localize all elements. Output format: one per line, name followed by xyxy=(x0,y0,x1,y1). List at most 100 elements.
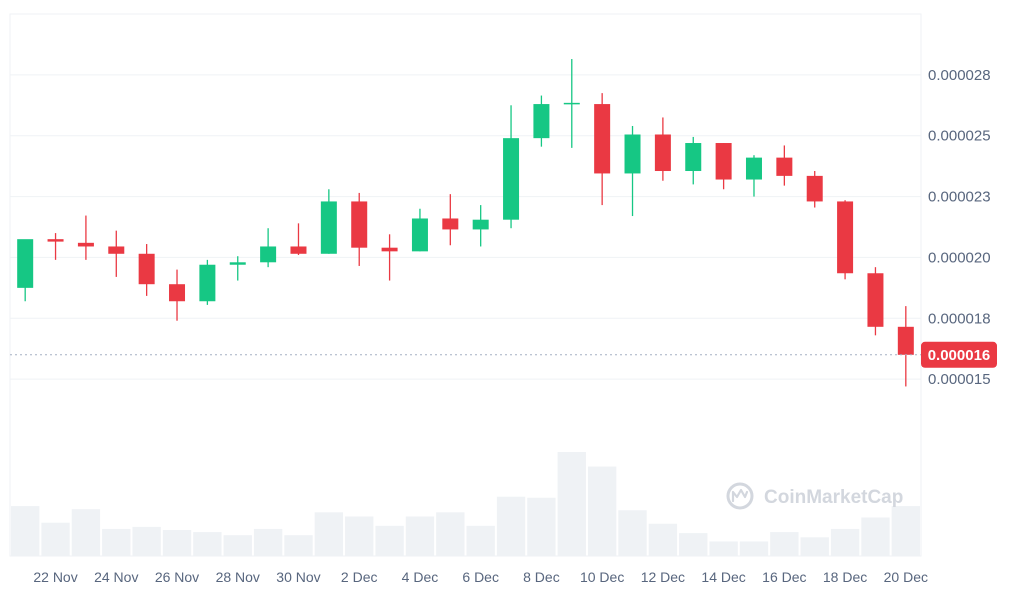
candle xyxy=(351,192,368,266)
volume-bar xyxy=(132,526,161,556)
x-axis-label: 22 Nov xyxy=(33,569,77,585)
candle xyxy=(290,223,307,255)
volume-bar xyxy=(800,537,829,556)
candle xyxy=(594,93,611,206)
candle xyxy=(867,267,884,336)
candle xyxy=(654,117,671,181)
candle-body xyxy=(563,102,580,105)
candle-body xyxy=(411,218,428,252)
candle xyxy=(199,259,216,305)
candle xyxy=(320,189,337,254)
volume-bar xyxy=(709,541,738,556)
grid-lines xyxy=(9,13,922,557)
x-axis-label: 2 Dec xyxy=(341,569,378,585)
candle xyxy=(745,155,762,197)
volume-bar xyxy=(345,516,374,556)
x-axis-label: 6 Dec xyxy=(462,569,499,585)
x-axis-label: 10 Dec xyxy=(580,569,624,585)
coinmarketcap-watermark: CoinMarketCap xyxy=(726,482,903,510)
candle-body xyxy=(594,104,611,174)
candle xyxy=(685,136,702,185)
volume-bar xyxy=(618,510,647,556)
candle-body xyxy=(715,143,732,180)
candle-body xyxy=(290,246,307,254)
candle-body xyxy=(472,219,489,230)
candle-body xyxy=(442,218,459,230)
candle-body xyxy=(17,239,34,288)
y-axis-label: 0.000028 xyxy=(928,67,991,84)
candle xyxy=(563,59,580,148)
x-axis-label: 4 Dec xyxy=(402,569,439,585)
candle-body xyxy=(867,273,884,327)
candle xyxy=(715,143,732,190)
candle-body xyxy=(837,201,854,274)
candle-body xyxy=(503,138,520,220)
volume-bar xyxy=(436,512,465,556)
candle-body xyxy=(47,239,64,242)
candle xyxy=(77,215,94,260)
candle-body xyxy=(806,175,823,202)
volume-bar xyxy=(253,528,283,556)
candle xyxy=(169,269,186,321)
volume-bar xyxy=(679,533,708,556)
candle xyxy=(837,200,854,280)
candle xyxy=(229,256,246,281)
x-axis-label: 16 Dec xyxy=(762,569,806,585)
candle-body xyxy=(381,247,398,252)
current-price-label: 0.000016 xyxy=(928,347,991,364)
x-axis-label: 14 Dec xyxy=(701,569,745,585)
volume-bar xyxy=(102,528,131,556)
volume-bar xyxy=(223,535,252,556)
y-axis-label: 0.000020 xyxy=(928,249,991,266)
candle xyxy=(381,234,398,281)
volume-bar xyxy=(162,530,192,556)
candle xyxy=(442,194,459,246)
volume-bar xyxy=(770,532,799,556)
y-axis-label: 0.000023 xyxy=(928,189,991,206)
x-axis-label: 12 Dec xyxy=(641,569,685,585)
candle-body xyxy=(745,157,762,180)
candle xyxy=(503,105,520,229)
volume-bar xyxy=(405,516,435,556)
candle xyxy=(260,228,277,268)
candle-body xyxy=(108,246,125,254)
x-axis-label: 20 Dec xyxy=(884,569,928,585)
volume-bar xyxy=(71,509,101,556)
coinmarketcap-logo-icon xyxy=(726,482,754,510)
current-price-line: 0.000016 xyxy=(10,341,997,368)
candle xyxy=(17,239,34,302)
candle-body xyxy=(351,201,368,248)
volume-bar xyxy=(587,466,617,556)
volume-bar xyxy=(466,525,495,556)
volume-bar xyxy=(314,512,344,556)
x-axis-label: 28 Nov xyxy=(216,569,260,585)
candle-body xyxy=(138,253,155,285)
candle-body xyxy=(776,157,793,176)
current-price-tag: 0.000016 xyxy=(921,341,997,368)
candle-body xyxy=(77,242,94,247)
volume-bar xyxy=(739,541,769,556)
volume-bar xyxy=(375,525,404,556)
x-axis-label: 18 Dec xyxy=(823,569,867,585)
candle xyxy=(806,171,823,208)
y-axis-label: 0.000025 xyxy=(928,128,991,145)
volume-bars xyxy=(11,452,920,556)
candle-body xyxy=(320,201,337,254)
x-axis-labels: 22 Nov 24 Nov 26 Nov 28 Nov 30 Nov 2 Dec 4 Dec… xyxy=(33,569,928,585)
candle xyxy=(138,244,155,296)
candle-body xyxy=(533,104,550,139)
x-axis-label: 30 Nov xyxy=(276,569,320,585)
watermark-text: CoinMarketCap xyxy=(764,487,903,508)
volume-bar xyxy=(648,523,678,556)
y-axis-labels: 0.000015 0.000018 0.000020 0.000023 0.000025… xyxy=(928,67,991,388)
candle-body xyxy=(624,134,641,174)
candle-body xyxy=(260,246,277,263)
x-axis-label: 24 Nov xyxy=(94,569,138,585)
candle-body xyxy=(654,134,671,172)
volume-bar xyxy=(861,517,890,556)
candlesticks xyxy=(17,59,914,387)
candle xyxy=(897,306,914,387)
candle xyxy=(472,205,489,247)
volume-bar xyxy=(527,497,556,556)
